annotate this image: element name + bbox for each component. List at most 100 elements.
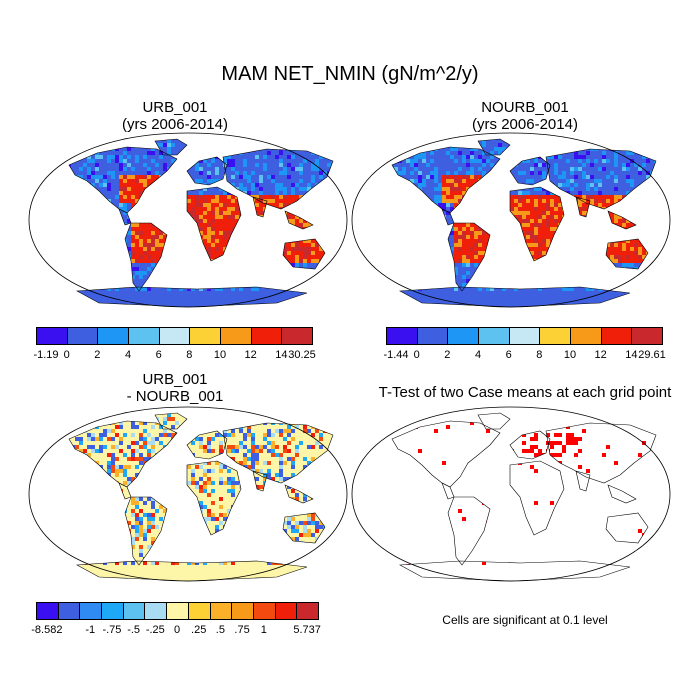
colorbar-tick-label: 2 bbox=[94, 349, 101, 361]
panel-title-nourb: NOURB_001 (yrs 2006-2014) bbox=[390, 99, 660, 133]
colorbar-box bbox=[539, 327, 571, 345]
colorbar-tick-label: 6 bbox=[505, 349, 512, 361]
coastline-north-america bbox=[391, 146, 501, 214]
colorbar-tick-label: 2 bbox=[444, 349, 451, 361]
colorbar-tick-label: 14 bbox=[275, 349, 288, 361]
colorbar-box bbox=[600, 327, 633, 345]
colorbar-difference: -8.582 -1 -.75 -.5 -.25 0 .25 .5 .75 1 5.737 bbox=[31, 602, 321, 638]
land-central-america bbox=[442, 483, 454, 499]
land-australia bbox=[606, 513, 648, 543]
colorbar-tick-label: -1.44 bbox=[383, 349, 409, 361]
coastline-australia bbox=[605, 238, 649, 270]
land-central-america bbox=[119, 483, 131, 499]
colorbar-box bbox=[570, 327, 602, 345]
coastline-asia bbox=[545, 148, 657, 210]
land-africa bbox=[510, 461, 564, 535]
coastline-asia bbox=[222, 422, 334, 484]
colorbar-tick-label: 8 bbox=[186, 349, 193, 361]
coastline-australia bbox=[282, 512, 326, 544]
coastline-antarctica bbox=[75, 560, 308, 582]
land-greenland bbox=[478, 413, 510, 429]
map-difference bbox=[28, 406, 348, 582]
colorbar-box bbox=[231, 602, 254, 620]
coastline-australia bbox=[605, 512, 649, 544]
colorbar-box bbox=[97, 327, 129, 345]
colorbar-box bbox=[274, 602, 298, 620]
coastline-antarctica bbox=[398, 286, 631, 308]
colorbar-tick-label: 12 bbox=[594, 349, 607, 361]
colorbar-tick-label: -1.19 bbox=[33, 349, 59, 361]
colorbar-tick-label: 29.61 bbox=[638, 349, 666, 361]
colorbar-urb: -1.19 0 2 4 6 8 10 12 14 30.25 bbox=[33, 327, 316, 363]
colorbar-tick-label: 0 bbox=[173, 624, 181, 636]
colorbar-box bbox=[508, 327, 541, 345]
colorbar-tick-label: 10 bbox=[563, 349, 577, 361]
colorbar-tick-label: 10 bbox=[213, 349, 227, 361]
coastline-antarctica bbox=[75, 286, 308, 308]
land-antarctica bbox=[77, 561, 307, 581]
coastline-se-asia bbox=[284, 484, 314, 504]
colorbar-tick-label: 4 bbox=[124, 349, 132, 361]
coastline-europe bbox=[186, 156, 228, 186]
significance-note: Cells are significant at 0.1 level bbox=[442, 613, 608, 627]
map-outline bbox=[351, 132, 671, 308]
coastline-greenland bbox=[477, 412, 511, 430]
coastline-north-america bbox=[68, 146, 178, 214]
colorbar-box bbox=[447, 327, 479, 345]
map-nourb bbox=[351, 132, 671, 308]
land-north-america bbox=[392, 421, 500, 487]
coastline-india bbox=[252, 470, 268, 492]
colorbar-box bbox=[36, 327, 68, 345]
colorbar-tick-label: -.5 bbox=[127, 624, 141, 636]
map-urb bbox=[28, 132, 348, 308]
colorbar-box bbox=[57, 602, 81, 620]
land-antarctica bbox=[77, 287, 307, 307]
colorbar-tick-label: 4 bbox=[474, 349, 482, 361]
coastline-asia bbox=[545, 422, 657, 484]
panel-title-difference: URB_001 - NOURB_001 bbox=[40, 371, 310, 405]
colorbar-tick-label: -1 bbox=[85, 624, 96, 636]
colorbar-box bbox=[220, 327, 252, 345]
coastline-south-america bbox=[447, 496, 491, 566]
panel-title-urb: URB_001 (yrs 2006-2014) bbox=[40, 99, 310, 133]
panel-title-line1: URB_001 bbox=[142, 99, 208, 116]
colorbar-tick-label: .25 bbox=[191, 624, 207, 636]
coastline-india bbox=[252, 196, 268, 218]
coastline-africa bbox=[509, 460, 565, 536]
colorbar-box bbox=[416, 327, 449, 345]
coastline-africa bbox=[509, 186, 565, 262]
colorbar-box bbox=[187, 602, 211, 620]
panel-title-line2: (yrs 2006-2014) bbox=[122, 116, 228, 133]
coastline-se-asia bbox=[607, 210, 637, 230]
map-outline bbox=[351, 406, 671, 582]
colorbar-tick-label: 14 bbox=[625, 349, 638, 361]
colorbar-tick-label: 6 bbox=[155, 349, 162, 361]
coastline-europe bbox=[509, 156, 551, 186]
colorbar-box bbox=[158, 327, 191, 345]
panel-title-line1: URB_001 bbox=[142, 371, 208, 388]
colorbar-tick-label: 8 bbox=[536, 349, 543, 361]
colorbar-box bbox=[122, 602, 146, 620]
colorbar-box bbox=[189, 327, 221, 345]
coastline-south-america bbox=[447, 222, 491, 292]
colorbar-box bbox=[386, 327, 418, 345]
panel-title-ttest: T-Test of two Case means at each grid po… bbox=[378, 384, 672, 401]
colorbar-box bbox=[66, 327, 99, 345]
coastline-greenland bbox=[477, 138, 511, 156]
coastline-asia bbox=[222, 148, 334, 210]
land-antarctica bbox=[400, 287, 630, 307]
colorbar-tick-label: .75 bbox=[234, 624, 250, 636]
colorbar-nourb: -1.44 0 2 4 6 8 10 12 14 29.61 bbox=[383, 327, 666, 363]
colorbar-tick-label: -8.582 bbox=[31, 624, 63, 636]
main-title: MAM NET_NMIN (gN/m^2/y) bbox=[221, 63, 479, 85]
colorbar-tick-label: -.25 bbox=[145, 624, 165, 636]
colorbar-box bbox=[631, 327, 663, 345]
colorbar-tick-label: -.75 bbox=[102, 624, 122, 636]
panel-title-line2: - NOURB_001 bbox=[126, 388, 224, 405]
map-outline bbox=[28, 132, 348, 308]
coastline-se-asia bbox=[284, 210, 314, 230]
land-south-america bbox=[448, 497, 490, 565]
panel-title-line2: (yrs 2006-2014) bbox=[472, 116, 578, 133]
coastline-greenland bbox=[154, 412, 188, 430]
coastline-north-america bbox=[68, 420, 178, 488]
